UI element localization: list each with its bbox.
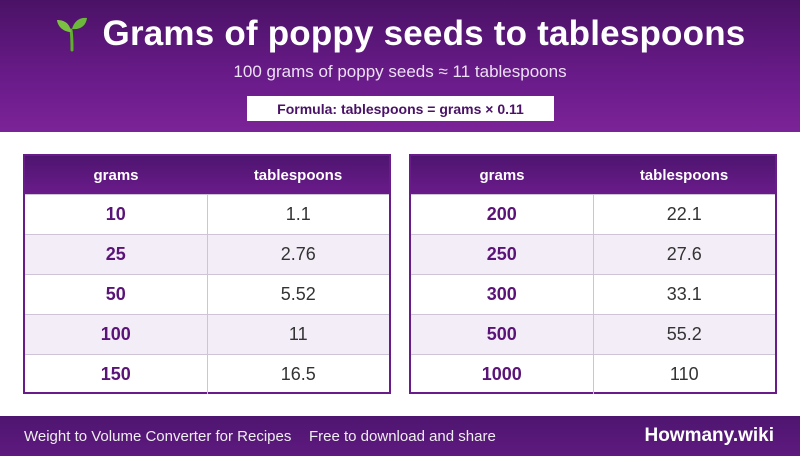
table-row: 50 5.52 — [25, 274, 389, 314]
tablespoons-cell: 22.1 — [666, 204, 702, 224]
tablespoons-cell: 1.1 — [285, 204, 311, 224]
tablespoons-cell: 33.1 — [666, 284, 702, 304]
brand-logo-text[interactable]: Howmany.wiki — [644, 425, 774, 446]
grams-cell: 10 — [25, 195, 208, 234]
table-row: 500 55.2 — [411, 314, 775, 354]
table-row: 250 27.6 — [411, 234, 775, 274]
title-text: Grams of poppy seeds to tablespoons — [102, 14, 746, 53]
table-row: 300 33.1 — [411, 274, 775, 314]
table-row: 10 1.1 — [25, 194, 389, 234]
table-row: 150 16.5 — [25, 354, 389, 394]
header-banner: Grams of poppy seeds to tablespoons 100 … — [0, 0, 800, 132]
grams-cell: 200 — [411, 195, 594, 234]
grams-cell: 150 — [25, 355, 208, 394]
footer: Weight to Volume Converter for Recipes F… — [0, 416, 800, 456]
grams-cell: 50 — [25, 275, 208, 314]
tablespoons-cell: 55.2 — [666, 324, 702, 344]
conversion-table-left: grams tablespoons 10 1.1 25 2.76 50 5.52… — [23, 154, 391, 394]
sprout-icon — [55, 16, 89, 52]
tablespoons-cell: 11 — [288, 324, 308, 344]
subtitle: 100 grams of poppy seeds ≈ 11 tablespoon… — [233, 62, 567, 81]
grams-cell: 25 — [25, 235, 208, 274]
footer-left-text: Weight to Volume Converter for Recipes — [24, 427, 292, 445]
page-title: Grams of poppy seeds to tablespoons — [0, 14, 800, 54]
grams-cell: 1000 — [411, 355, 594, 394]
grams-cell: 300 — [411, 275, 594, 314]
table-row: 200 22.1 — [411, 194, 775, 234]
footer-middle-text: Free to download and share — [309, 427, 496, 445]
tablespoons-cell: 16.5 — [280, 364, 316, 384]
tablespoons-cell: 5.52 — [280, 284, 316, 304]
grams-cell: 500 — [411, 315, 594, 354]
grams-cell: 250 — [411, 235, 594, 274]
tablespoons-cell: 2.76 — [280, 244, 316, 264]
table-header: grams tablespoons — [25, 156, 389, 194]
tablespoons-cell: 27.6 — [666, 244, 702, 264]
table-row: 100 11 — [25, 314, 389, 354]
tablespoons-cell: 110 — [669, 364, 699, 384]
column-header-tablespoons: tablespoons — [639, 166, 729, 184]
formula-box: Formula: tablespoons = grams × 0.11 — [247, 96, 554, 121]
table-row: 1000 110 — [411, 354, 775, 394]
column-header-grams: grams — [93, 166, 139, 184]
table-header: grams tablespoons — [411, 156, 775, 194]
column-header-tablespoons: tablespoons — [253, 166, 343, 184]
conversion-table-right: grams tablespoons 200 22.1 250 27.6 300 … — [409, 154, 777, 394]
grams-cell: 100 — [25, 315, 208, 354]
table-row: 25 2.76 — [25, 234, 389, 274]
column-header-grams: grams — [479, 166, 525, 184]
